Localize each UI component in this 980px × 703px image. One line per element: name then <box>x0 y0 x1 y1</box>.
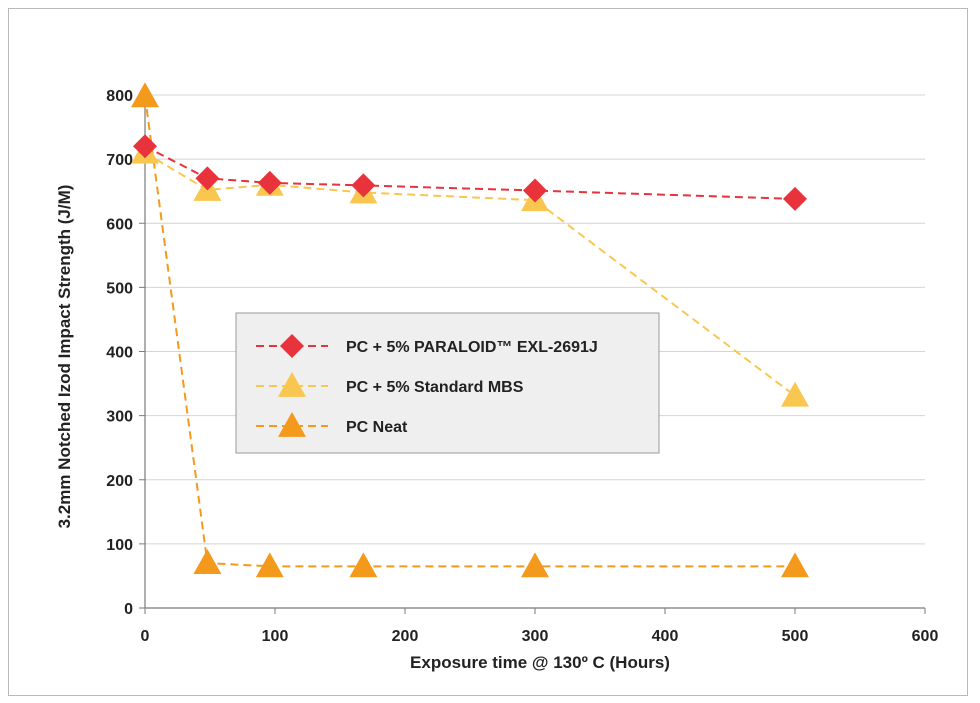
y-tick-label: 200 <box>106 473 133 490</box>
series-markers <box>131 82 809 578</box>
data-point <box>195 166 220 191</box>
data-point <box>783 186 807 211</box>
legend-marker <box>280 334 304 358</box>
data-point <box>351 173 376 198</box>
x-tick-label: 100 <box>262 628 289 645</box>
data-point <box>133 134 157 159</box>
legend-label: PC + 5% Standard MBS <box>346 379 524 396</box>
data-point <box>781 381 809 407</box>
y-tick-label: 300 <box>106 409 133 426</box>
legend-marker <box>278 372 306 397</box>
gridlines <box>145 94 925 545</box>
y-tick-label: 400 <box>106 345 133 362</box>
data-point <box>131 82 159 108</box>
legend-box <box>235 312 660 454</box>
y-tick-label: 100 <box>106 537 133 554</box>
legend: PC + 5% PARALOID™ EXL-2691J PC + 5% Stand… <box>235 312 660 454</box>
series-lines <box>144 96 796 568</box>
data-point <box>521 552 549 578</box>
data-point <box>523 178 547 203</box>
legend-label: PC + 5% PARALOID™ EXL-2691J <box>346 339 598 356</box>
data-point <box>255 552 284 578</box>
legend-marker <box>278 412 306 437</box>
y-tick-label: 500 <box>106 280 133 297</box>
x-tick-label: 600 <box>912 628 939 645</box>
data-point <box>349 552 378 578</box>
x-tick-labels: 0 100 200 300 400 500 600 <box>141 628 939 645</box>
data-point <box>781 552 809 578</box>
series-line <box>144 151 796 397</box>
x-tick-label: 300 <box>522 628 549 645</box>
y-tick-label: 800 <box>106 88 133 105</box>
y-axis-title: 3.2mm Notched Izod Impact Strength (J/M) <box>55 185 74 529</box>
y-tick-labels: 0 100 200 300 400 500 600 700 800 <box>106 88 133 618</box>
x-tick-label: 0 <box>141 628 150 645</box>
y-tick-label: 700 <box>106 152 133 169</box>
x-tick-label: 200 <box>392 628 419 645</box>
series-line <box>144 96 795 568</box>
x-tick-label: 500 <box>782 628 809 645</box>
data-point <box>257 170 282 195</box>
legend-label: PC Neat <box>346 419 408 436</box>
y-tick-label: 600 <box>106 216 133 233</box>
x-tick-label: 400 <box>652 628 679 645</box>
x-axis-title: Exposure time @ 130º C (Hours) <box>410 653 670 672</box>
y-tick-label: 0 <box>124 601 133 618</box>
data-point <box>193 549 222 575</box>
series-line <box>144 145 796 200</box>
